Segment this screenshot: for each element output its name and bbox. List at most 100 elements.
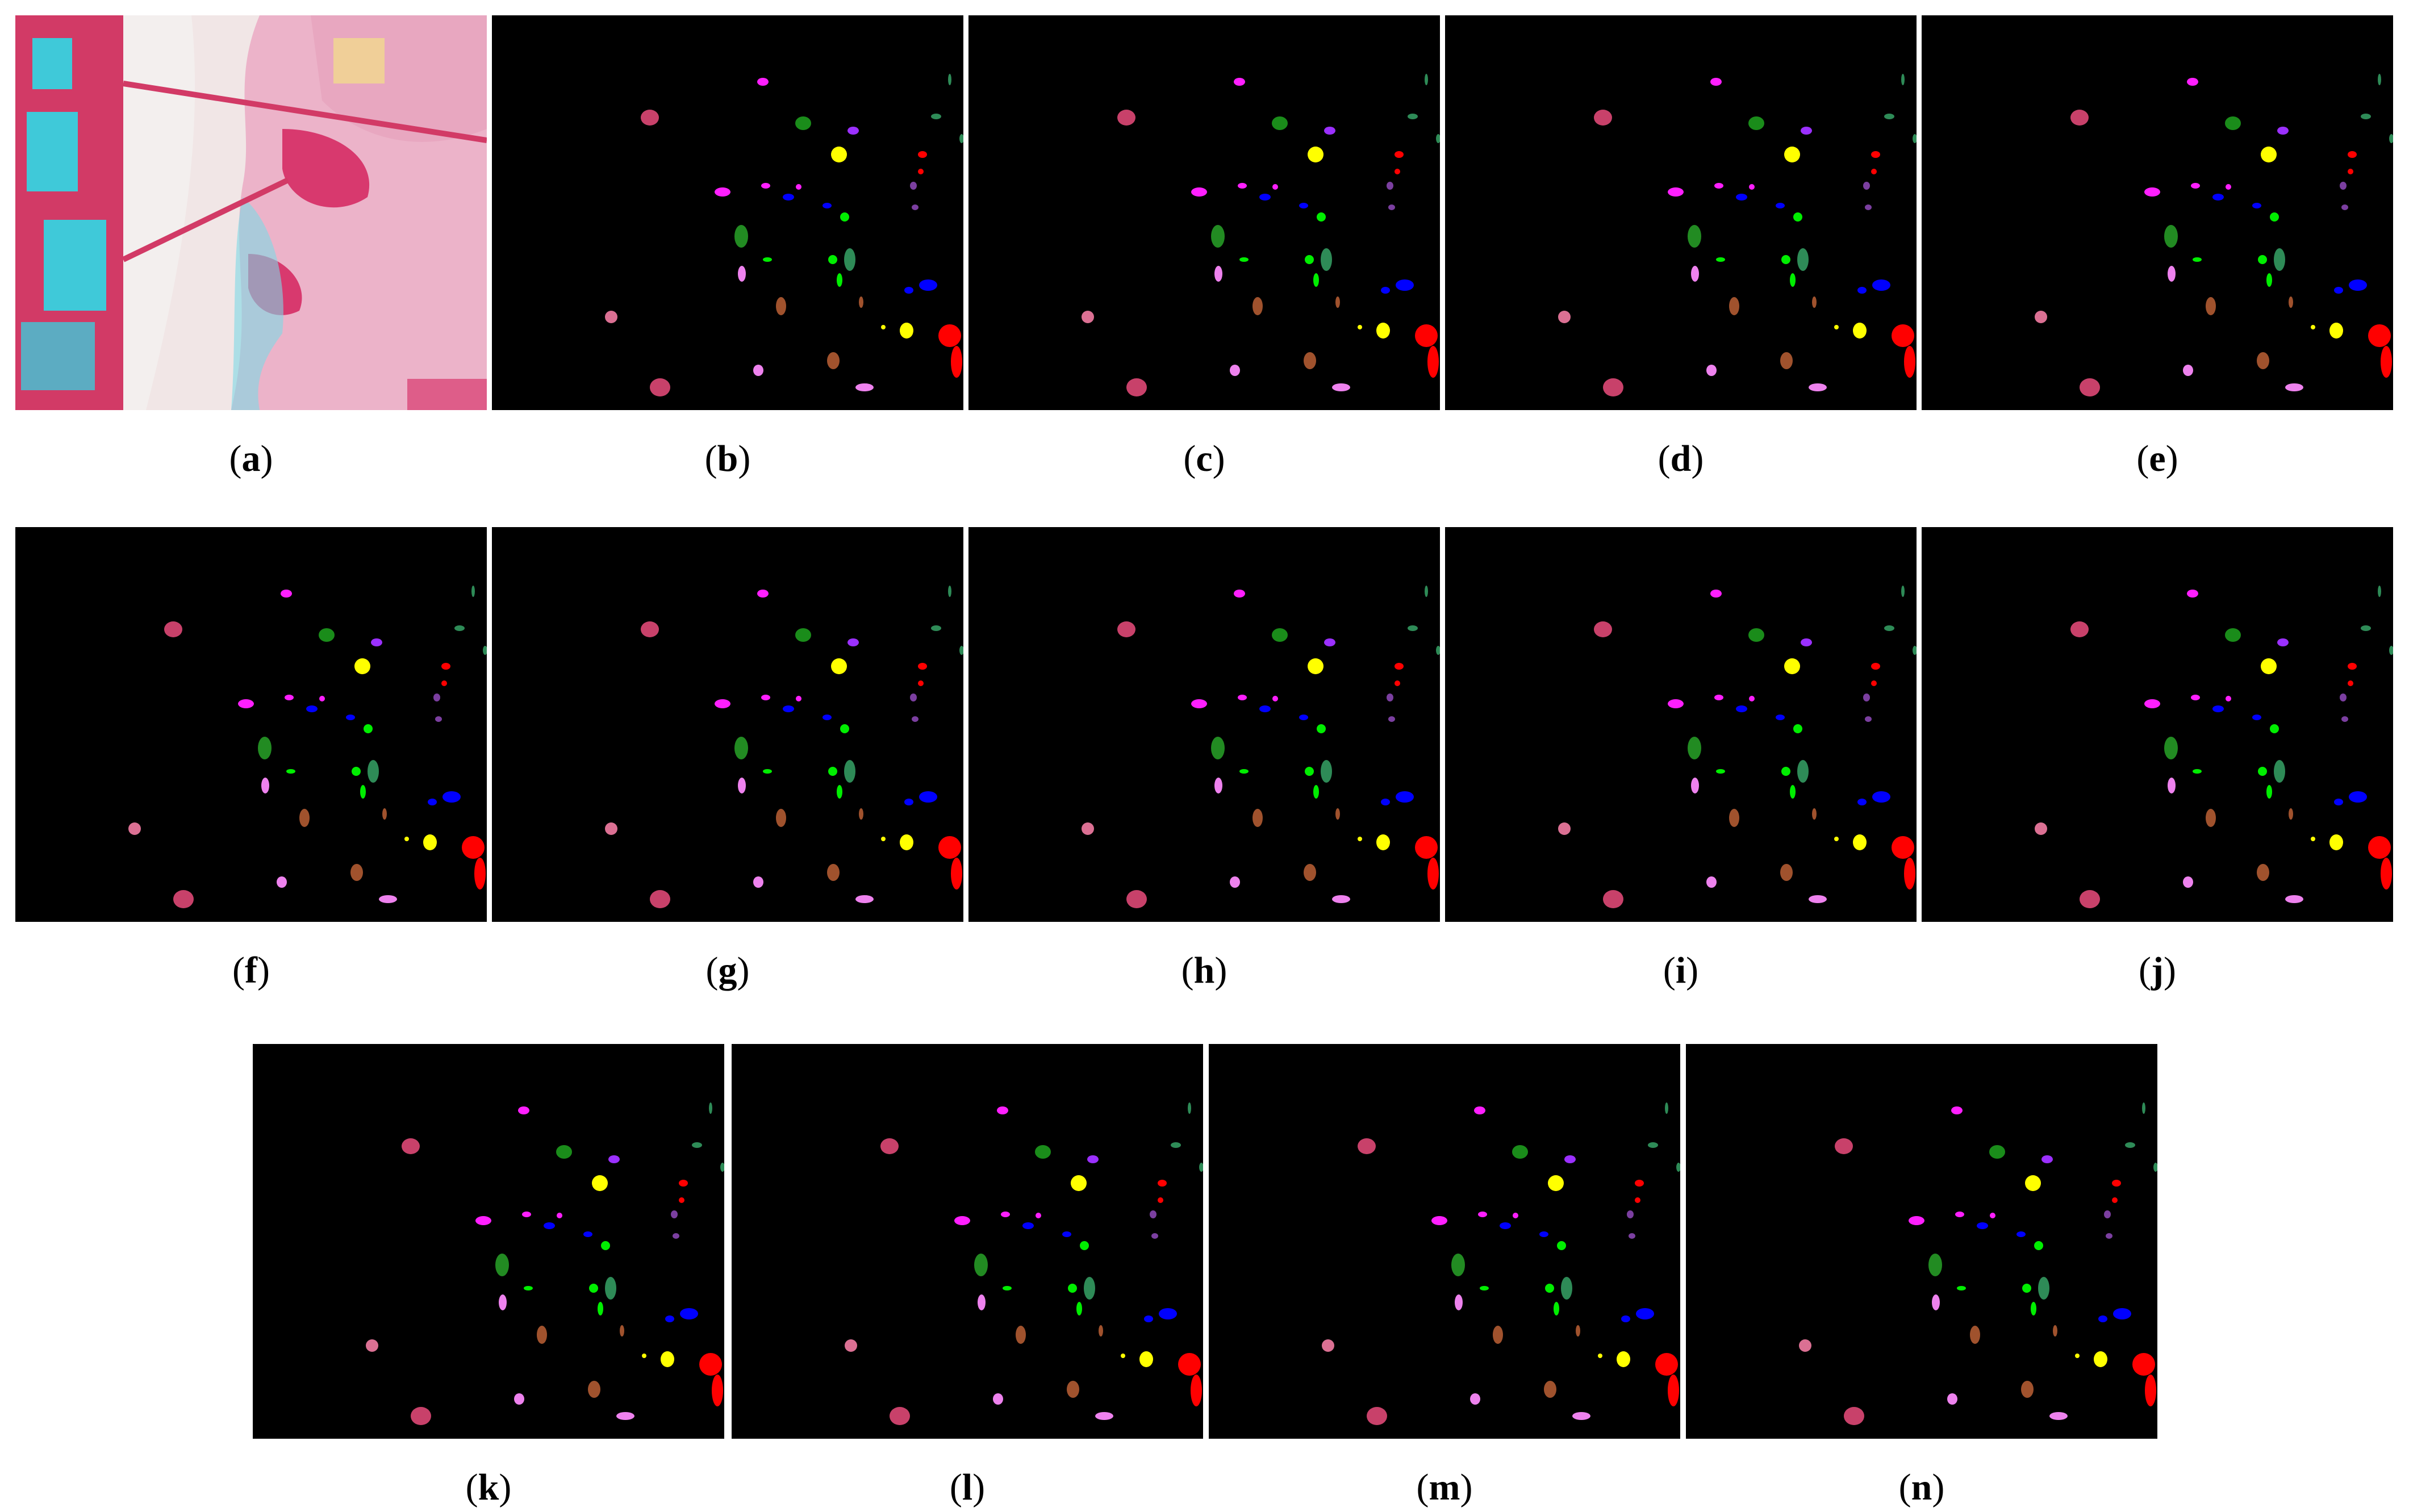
class-region-22: [919, 279, 937, 291]
class-region-10: [954, 1216, 970, 1225]
class-region-30: [2132, 1353, 2155, 1376]
class-region-13: [544, 1222, 555, 1229]
class-region-7: [1395, 151, 1404, 158]
class-region-22: [1396, 791, 1414, 803]
class-region-36: [1480, 1286, 1489, 1290]
class-region-26: [1099, 1325, 1103, 1336]
class-region-0: [2070, 110, 2089, 126]
class-region-18: [364, 724, 373, 733]
class-region-2: [1748, 628, 1764, 642]
class-region-21: [1790, 785, 1796, 799]
class-region-19: [2038, 1277, 2049, 1300]
class-region-11: [2191, 695, 2200, 700]
class-region-24: [1932, 1294, 1940, 1310]
class-region-5: [948, 74, 951, 85]
class-region-5: [2378, 74, 2381, 85]
class-region-9: [2261, 147, 2277, 162]
class-region-20: [1781, 767, 1790, 776]
class-region-19: [2274, 760, 2285, 783]
class-region-18: [1793, 724, 1802, 733]
class-region-21: [2266, 273, 2272, 287]
class-region-28: [423, 834, 437, 850]
class-region-11: [761, 695, 770, 700]
class-region-21: [837, 273, 842, 287]
caption-l: (l): [949, 1467, 986, 1508]
class-region-36: [2193, 769, 2202, 774]
class-region-4: [2125, 1142, 2135, 1148]
class-region-0: [164, 621, 182, 637]
class-region-29: [2311, 837, 2315, 841]
class-region-23: [2334, 287, 2343, 294]
class-region-22: [442, 791, 461, 803]
class-region-12: [319, 696, 325, 701]
class-region-13: [1022, 1222, 1034, 1229]
class-region-32: [2021, 1381, 2034, 1398]
class-region-19: [844, 760, 855, 783]
class-region-2: [556, 1145, 572, 1159]
class-region-14: [823, 715, 832, 720]
class-region-36: [763, 769, 772, 774]
class-region-21: [360, 785, 366, 799]
class-region-3: [371, 638, 382, 646]
class-region-34: [1844, 1407, 1864, 1425]
class-region-35: [616, 1412, 634, 1420]
class-region-30: [938, 836, 961, 859]
class-region-16: [1388, 204, 1395, 210]
class-region-12: [1272, 184, 1278, 190]
class-region-23: [428, 799, 437, 805]
class-region-13: [783, 194, 794, 201]
class-region-6: [2389, 646, 2393, 655]
class-region-22: [919, 791, 937, 803]
class-region-5: [1901, 74, 1905, 85]
class-region-1: [1474, 1106, 1485, 1114]
class-region-9: [592, 1175, 608, 1191]
class-region-30: [1178, 1353, 1201, 1376]
class-region-2: [1748, 116, 1764, 130]
class-region-15: [433, 694, 440, 701]
class-region-17: [1211, 737, 1225, 759]
class-region-13: [2212, 705, 2224, 712]
class-region-7: [1158, 1180, 1167, 1187]
class-region-21: [2031, 1302, 2036, 1315]
class-region-30: [1415, 324, 1438, 347]
class-region-1: [2187, 78, 2198, 86]
caption-a: (a): [229, 438, 273, 479]
class-region-11: [761, 183, 770, 189]
classification-map: [732, 1044, 1203, 1439]
class-region-19: [1797, 248, 1809, 271]
class-region-4: [1408, 625, 1418, 631]
class-region-20: [828, 767, 837, 776]
class-region-36: [1239, 257, 1249, 262]
class-region-4: [931, 114, 941, 119]
class-region-24: [261, 778, 269, 793]
class-region-29: [1121, 1354, 1125, 1358]
class-region-32: [2257, 864, 2269, 881]
class-region-11: [1238, 183, 1247, 189]
class-region-24: [738, 266, 746, 282]
class-region-18: [2270, 212, 2279, 222]
class-region-3: [2041, 1155, 2053, 1163]
class-region-35: [1572, 1412, 1590, 1420]
class-region-27: [1558, 311, 1571, 323]
class-region-11: [522, 1212, 531, 1217]
class-region-32: [350, 864, 363, 881]
class-region-34: [411, 1407, 431, 1425]
class-region-3: [1324, 638, 1335, 646]
class-region-7: [918, 151, 927, 158]
class-region-8: [1871, 680, 1877, 686]
class-region-35: [1332, 383, 1350, 391]
class-region-30: [699, 1353, 722, 1376]
class-region-27: [1558, 822, 1571, 835]
class-region-21: [837, 785, 842, 799]
class-region-8: [1635, 1197, 1640, 1203]
class-region-8: [2112, 1197, 2118, 1203]
class-region-26: [1335, 296, 1340, 308]
class-region-25: [299, 809, 310, 827]
class-region-16: [1865, 204, 1872, 210]
class-region-8: [1395, 169, 1400, 174]
class-region-7: [1635, 1180, 1644, 1187]
class-region-32: [588, 1381, 600, 1398]
class-region-25: [776, 809, 786, 827]
class-region-16: [435, 716, 442, 722]
class-region-21: [1554, 1302, 1559, 1315]
